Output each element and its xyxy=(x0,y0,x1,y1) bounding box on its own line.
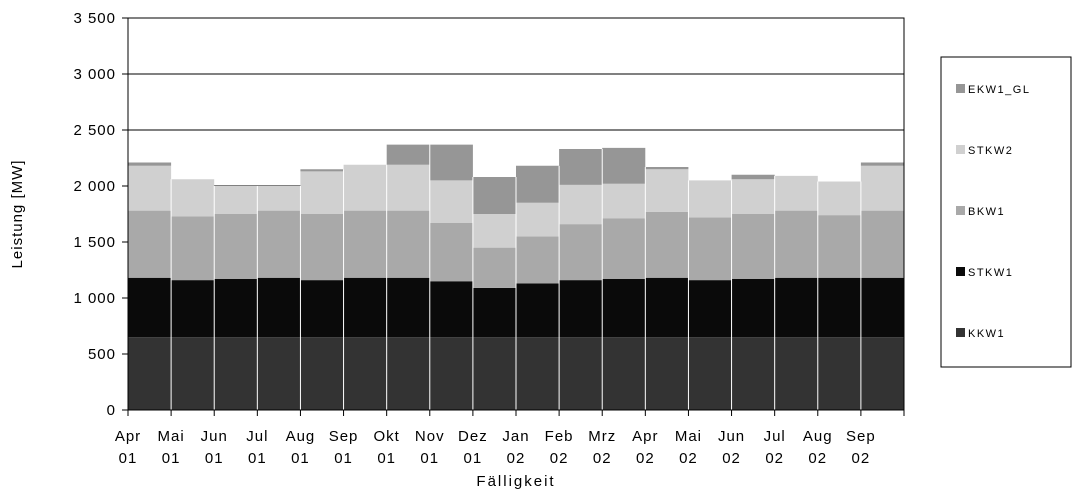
x-tick-label-year-4: 01 xyxy=(291,450,310,467)
x-tick-label-year-10: 02 xyxy=(550,450,569,467)
x-tick-label-month-7: Nov xyxy=(415,428,445,445)
x-tick-label-month-8: Dez xyxy=(458,428,488,445)
x-tick-label-year-9: 02 xyxy=(507,450,526,467)
x-tick-label-month-5: Sep xyxy=(329,428,359,445)
x-tick-label-month-1: Mai xyxy=(158,428,185,445)
y-tick-label-6: 3 000 xyxy=(73,66,116,83)
x-tick-label-month-16: Aug xyxy=(803,428,833,445)
month-dividers xyxy=(170,144,862,410)
x-tick-label-year-6: 01 xyxy=(377,450,396,467)
x-tick-label-month-3: Jul xyxy=(246,428,268,445)
legend: EKW1_GL STKW2 BKW1 STKW1 KKW1 xyxy=(940,56,1072,368)
legend-swatch-ekw1-gl xyxy=(956,84,965,93)
x-tick-label-year-7: 01 xyxy=(420,450,439,467)
x-tick-label-year-2: 01 xyxy=(205,450,224,467)
y-tick-label-4: 2 000 xyxy=(73,178,116,195)
legend-label-stkw1: STKW1 xyxy=(968,267,1013,279)
x-tick-label-month-0: Apr xyxy=(115,428,141,445)
x-tick-label-year-0: 01 xyxy=(119,450,138,467)
x-tick-label-month-14: Jun xyxy=(718,428,745,445)
x-tick-label-month-15: Jul xyxy=(764,428,786,445)
y-tick-label-7: 3 500 xyxy=(73,10,116,27)
x-tick-label-year-8: 01 xyxy=(464,450,483,467)
x-tick-label-month-13: Mai xyxy=(675,428,702,445)
x-tick-label-month-4: Aug xyxy=(286,428,316,445)
legend-label-stkw2: STKW2 xyxy=(968,145,1013,157)
x-axis-label: Fälligkeit xyxy=(476,473,555,490)
y-tick-label-2: 1 000 xyxy=(73,290,116,307)
y-tick-label-5: 2 500 xyxy=(73,122,116,139)
x-tick-label-month-2: Jun xyxy=(201,428,228,445)
legend-label-kkw1: KKW1 xyxy=(968,328,1005,340)
y-tick-label-0: 0 xyxy=(107,402,116,419)
x-tick-label-year-1: 01 xyxy=(162,450,181,467)
x-tick-label-year-5: 01 xyxy=(334,450,353,467)
x-tick-label-month-11: Mrz xyxy=(588,428,616,445)
x-tick-label-year-13: 02 xyxy=(679,450,698,467)
legend-swatch-stkw1 xyxy=(956,267,965,276)
x-tick-label-year-3: 01 xyxy=(248,450,267,467)
legend-swatch-stkw2 xyxy=(956,145,965,154)
x-tick-label-year-12: 02 xyxy=(636,450,655,467)
legend-swatch-kkw1 xyxy=(956,328,965,337)
x-tick-label-month-9: Jan xyxy=(502,428,529,445)
x-axis-ticks: Apr 01 Mai 01 Jun 01 Jul 01 Aug 01 Sep 01 Okt 01 Nov 01… xyxy=(115,410,905,467)
y-tick-label-3: 1 500 xyxy=(73,234,116,251)
x-tick-label-month-10: Feb xyxy=(545,428,574,445)
legend-label-bkw1: BKW1 xyxy=(968,206,1005,218)
legend-swatch-bkw1 xyxy=(956,206,965,215)
x-tick-label-year-14: 02 xyxy=(722,450,741,467)
x-tick-label-month-6: Okt xyxy=(373,428,399,445)
legend-label-ekw1-gl: EKW1_GL xyxy=(968,84,1030,96)
y-tick-label-1: 500 xyxy=(88,346,116,363)
x-tick-label-month-17: Sep xyxy=(846,428,876,445)
x-tick-label-year-11: 02 xyxy=(593,450,612,467)
x-tick-label-month-12: Apr xyxy=(632,428,658,445)
y-axis-label: Leistung [MW] xyxy=(9,160,26,269)
y-axis-ticks: 0 500 1 000 1 500 2 000 2 500 3 000 3 500 xyxy=(73,10,128,419)
x-tick-label-year-15: 02 xyxy=(765,450,784,467)
x-tick-label-year-16: 02 xyxy=(808,450,827,467)
x-tick-label-year-17: 02 xyxy=(852,450,871,467)
